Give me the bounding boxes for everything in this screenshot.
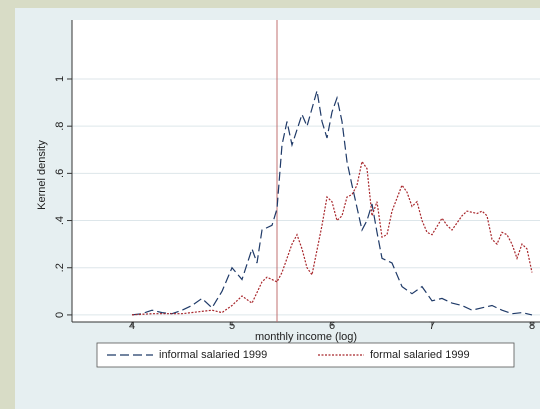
x-tick-label: 4 <box>129 320 135 332</box>
y-tick-label: .8 <box>54 122 66 131</box>
y-tick-label: 1 <box>54 76 66 82</box>
x-tick-label: 5 <box>229 320 235 332</box>
legend-box <box>96 342 515 368</box>
plot-area <box>72 20 540 322</box>
series-line <box>131 160 533 316</box>
x-tick-label: 6 <box>329 320 335 332</box>
y-tick-label: .4 <box>54 216 66 225</box>
legend-label: formal salaried 1999 <box>370 349 470 361</box>
x-tick-label: 8 <box>529 320 535 332</box>
y-tick-label: .6 <box>54 169 66 178</box>
y-axis-title: Kernel density <box>36 140 48 210</box>
x-axis-title: monthly income (log) <box>255 331 357 343</box>
series-line <box>131 90 533 316</box>
x-tick-label: 7 <box>429 320 435 332</box>
y-tick-label: .2 <box>54 263 66 272</box>
y-tick-label: 0 <box>54 312 66 318</box>
legend-label: informal salaried 1999 <box>159 349 267 361</box>
